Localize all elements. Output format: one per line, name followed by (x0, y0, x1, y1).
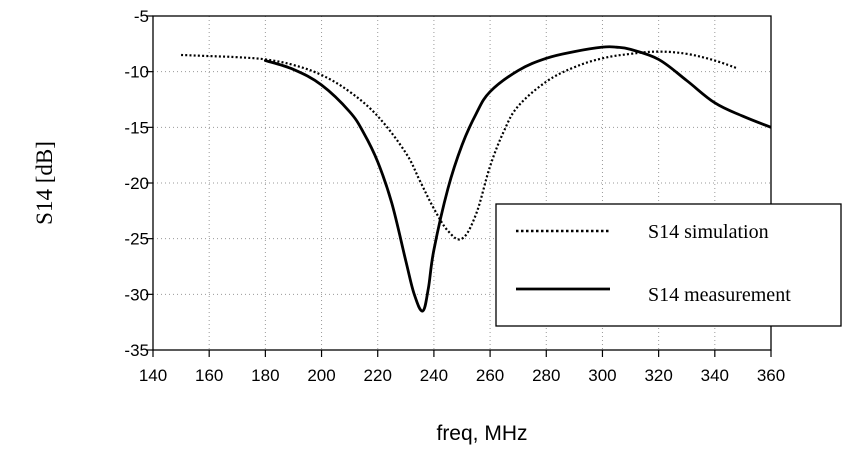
x-tick-label: 160 (195, 366, 223, 385)
series-line-measurement (263, 45, 771, 313)
y-tick-label: -35 (124, 341, 149, 360)
y-tick-label: -10 (124, 63, 149, 82)
axis-ticks (146, 15, 772, 357)
data-series (181, 45, 771, 313)
x-tick-label: 280 (532, 366, 560, 385)
plot-frame (152, 15, 772, 351)
x-tick-label: 340 (701, 366, 729, 385)
y-tick-label: -25 (124, 230, 149, 249)
x-axis-title: freq, MHz (436, 422, 527, 445)
x-tick-label: 220 (364, 366, 392, 385)
y-tick-labels: -5 -10 -15 -20 -25 -30 -35 (124, 7, 149, 360)
legend: S14 simulation S14 measurement (495, 203, 842, 327)
x-tick-label: 260 (476, 366, 504, 385)
legend-box (495, 203, 842, 327)
x-tick-label: 240 (420, 366, 448, 385)
series-line-simulation (181, 50, 738, 241)
x-tick-label: 300 (588, 366, 616, 385)
x-tick-label: 200 (307, 366, 335, 385)
x-tick-labels: 140 160 180 200 220 240 260 280 300 320 340 360 (139, 366, 785, 385)
legend-label-simulation: S14 simulation (648, 221, 769, 243)
y-tick-label: -5 (134, 7, 149, 26)
legend-label-measurement: S14 measurement (648, 284, 791, 306)
y-axis-title: S14 [dB] (32, 141, 57, 225)
x-tick-label: 180 (251, 366, 279, 385)
x-tick-label: 360 (757, 366, 785, 385)
y-tick-label: -30 (124, 285, 149, 304)
x-tick-label: 140 (139, 366, 167, 385)
y-tick-label: -15 (124, 118, 149, 137)
y-tick-label: -20 (124, 174, 149, 193)
x-tick-label: 320 (644, 366, 672, 385)
